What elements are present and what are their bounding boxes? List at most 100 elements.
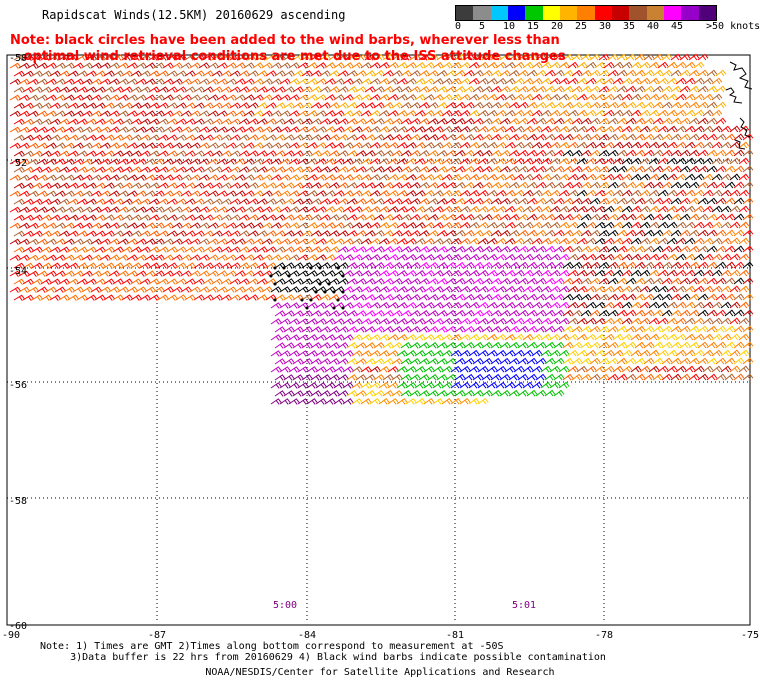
- wind-barb: [234, 270, 246, 277]
- wind-barb: [108, 142, 120, 149]
- wind-barb: [666, 141, 678, 149]
- wind-barb: [220, 102, 232, 109]
- wind-barb: [603, 365, 615, 373]
- wind-barb: [513, 237, 525, 245]
- wind-barb: [157, 230, 169, 237]
- wind-barb: [369, 238, 381, 245]
- wind-barb: [153, 142, 165, 149]
- wind-barb: [373, 326, 385, 333]
- wind-barb: [175, 118, 187, 125]
- wind-barb: [720, 253, 732, 261]
- wind-barb: [94, 294, 106, 301]
- wind-barb: [490, 101, 502, 109]
- wind-barb: [274, 358, 286, 365]
- wind-barb: [621, 285, 633, 293]
- wind-barb: [292, 310, 304, 317]
- wind-barb: [202, 54, 214, 61]
- wind-barb: [490, 85, 502, 93]
- colorbar-swatch: [490, 6, 508, 20]
- wind-barb: [621, 349, 633, 357]
- wind-barb: [27, 254, 39, 261]
- wind-barb: [117, 94, 129, 101]
- wind-barb: [409, 390, 421, 397]
- wind-barb: [720, 301, 732, 309]
- wind-barb: [274, 214, 286, 221]
- wind-barb: [211, 294, 223, 301]
- wind-barb: [535, 149, 547, 157]
- wind-barb: [121, 86, 133, 93]
- wind-barb: [720, 285, 732, 293]
- wind-barb: [90, 62, 102, 69]
- wind-barb: [603, 301, 615, 309]
- wind-barb: [724, 213, 736, 221]
- wind-barb: [661, 53, 673, 61]
- wind-barb: [94, 54, 106, 61]
- wind-barb: [328, 198, 340, 205]
- wind-barb: [706, 309, 718, 317]
- wind-barb: [130, 86, 142, 93]
- wind-barb: [238, 278, 250, 285]
- wind-barb: [270, 126, 282, 133]
- wind-barb: [76, 214, 88, 221]
- wind-barb: [634, 357, 646, 365]
- wind-barb: [342, 94, 354, 101]
- wind-barb: [702, 93, 714, 101]
- wind-barb: [706, 117, 718, 125]
- wind-barb: [684, 173, 696, 181]
- wind-barb: [58, 246, 70, 253]
- wind-barb: [630, 189, 642, 197]
- wind-barb: [270, 254, 282, 261]
- wind-barb: [76, 182, 88, 189]
- wind-barb: [625, 293, 637, 301]
- wind-barb: [715, 373, 727, 381]
- wind-barb: [603, 253, 615, 261]
- wind-barb: [679, 357, 691, 365]
- wind-barb: [49, 150, 61, 157]
- wind-barb: [531, 301, 543, 309]
- wind-barb: [571, 229, 583, 237]
- wind-barb: [202, 294, 214, 301]
- wind-barb: [396, 190, 408, 197]
- wind-barb: [63, 286, 75, 293]
- wind-barb: [742, 165, 754, 173]
- wind-barb: [103, 278, 115, 285]
- wind-barb: [360, 190, 372, 197]
- wind-barb: [72, 222, 84, 229]
- wind-barb: [310, 166, 322, 173]
- wind-barb: [526, 341, 538, 349]
- wind-barb: [666, 253, 678, 261]
- wind-barb: [355, 342, 367, 349]
- wind-barb: [670, 261, 682, 269]
- wind-barb: [436, 230, 448, 237]
- wind-barb: [310, 374, 322, 381]
- wind-barb: [346, 278, 358, 285]
- wind-barb: [468, 61, 480, 69]
- wind-barb: [108, 270, 120, 277]
- wind-barb: [162, 174, 174, 181]
- wind-barb: [337, 118, 349, 125]
- wind-barb: [67, 166, 79, 173]
- wind-barb: [18, 142, 31, 149]
- wind-barb: [283, 262, 295, 269]
- wind-barb: [396, 126, 408, 133]
- wind-barb: [585, 157, 597, 165]
- wind-barb: [121, 134, 133, 141]
- wind-barb: [508, 245, 520, 253]
- wind-barb: [103, 182, 115, 189]
- wind-barb: [315, 206, 327, 213]
- wind-barb: [243, 206, 255, 213]
- contamination-circle: [341, 306, 345, 310]
- wind-barb: [697, 117, 709, 125]
- wind-barb: [567, 173, 579, 181]
- wind-barb: [346, 150, 358, 157]
- wind-barb: [180, 62, 192, 69]
- wind-barb: [504, 333, 516, 341]
- wind-barb: [306, 78, 318, 85]
- wind-barb: [369, 206, 381, 213]
- wind-barb: [76, 150, 88, 157]
- wind-barb: [562, 53, 574, 61]
- wind-barb: [189, 206, 201, 213]
- wind-barb: [139, 150, 151, 157]
- wind-barb: [711, 301, 723, 309]
- wind-barb: [216, 126, 228, 133]
